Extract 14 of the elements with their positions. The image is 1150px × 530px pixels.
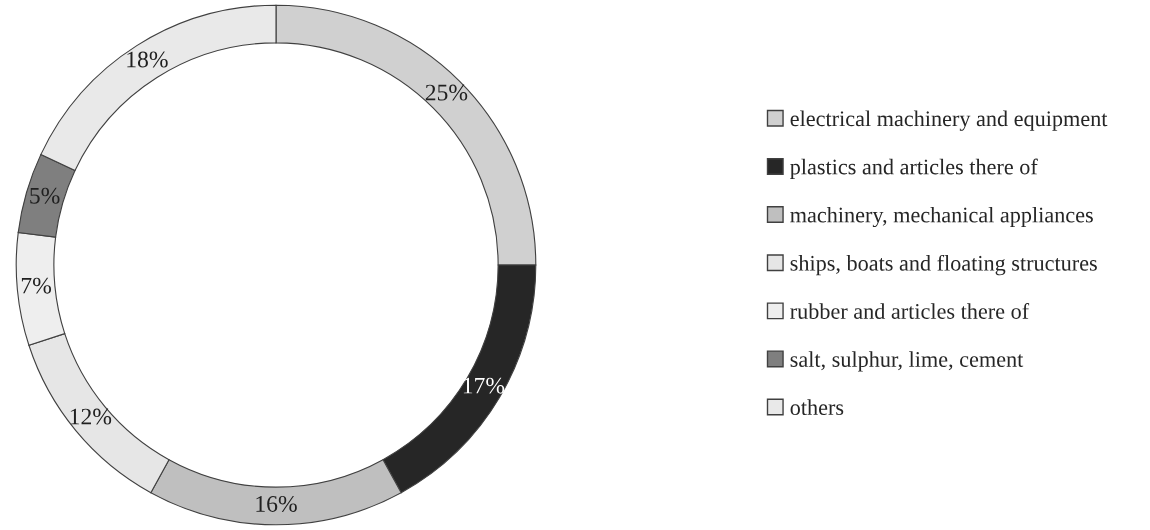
data-label: 17%	[463, 377, 505, 394]
data-label: 5%	[30, 187, 60, 204]
data-label: 7%	[21, 277, 52, 294]
legend-label: machinery, mechanical appliances	[790, 206, 1093, 228]
data-label: 16%	[256, 495, 297, 512]
data-label: 12%	[70, 408, 112, 425]
data-label: 18%	[127, 51, 168, 68]
legend-label: electrical machinery and equipment	[790, 110, 1108, 131]
legend-label: others	[790, 399, 844, 416]
legend-label: ships, boats and floating structures	[790, 254, 1097, 276]
legend-label: rubber and articles there of	[790, 303, 1030, 319]
legend-label: salt, sulphur, lime, cement	[790, 351, 1024, 372]
legend-label: plastics and articles there of	[790, 158, 1038, 179]
data-label: 25%	[425, 84, 468, 101]
